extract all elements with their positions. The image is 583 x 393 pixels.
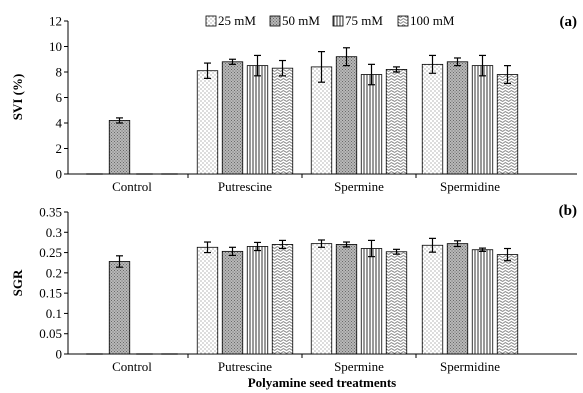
legend-label-100mm: 100 mM [410,13,455,28]
panel-b-tag: (b) [559,203,577,219]
legend: 25 mM 50 mM 75 mM 100 mM [205,13,455,28]
category-label-spermidine: Spermidine [440,179,500,194]
panel-b-error-bars [116,237,511,268]
bar-spermidine-100mm [496,74,519,175]
bar-spermidine-75mm [471,65,494,175]
bar-spermine-50mm [335,244,358,355]
legend-label-50mm: 50 mM [282,13,320,28]
bar-spermine-75mm [360,74,383,175]
y-tick-label: 6 [56,90,63,105]
panel-a-error-bars [116,47,511,124]
bar-spermidine-50mm [446,61,469,175]
category-label-control: Control [112,179,152,194]
legend-label-75mm: 75 mM [345,13,383,28]
y-tick-label: 0.05 [39,326,62,341]
category-label-spermine: Spermine [334,359,384,374]
panel-a-tag: (a) [560,14,578,30]
panel-a-y-axis-title: SVI (%) [10,74,25,121]
legend-swatch-50mm [269,15,281,27]
category-label-putrescine: Putrescine [218,359,272,374]
y-tick-label: 0.2 [46,265,62,280]
bar-putrescine-50mm [221,250,244,355]
legend-swatch-25mm [205,15,217,27]
legend-swatch-75mm [332,15,344,27]
panel-b-bars [86,243,519,355]
panel-a: 0 2 4 6 8 10 12 Control Putrescine Spermine Sperm… [10,13,577,194]
y-tick-label: 0.15 [39,286,62,301]
bar-putrescine-75mm [246,65,269,175]
bar-spermidine-25mm [421,63,444,175]
category-label-spermidine: Spermidine [440,359,500,374]
bar-spermidine-50mm [446,243,469,355]
bar-spermidine-25mm [421,244,444,355]
bar-spermine-50mm [335,56,358,175]
y-tick-label: 8 [56,65,63,80]
bar-putrescine-25mm [196,246,219,355]
bar-spermidine-75mm [471,249,494,355]
y-tick-label: 0.1 [46,306,62,321]
y-tick-label: 2 [56,141,63,156]
y-tick-label: 0 [56,167,63,182]
legend-label-25mm: 25 mM [218,13,256,28]
y-tick-label: 0 [56,347,63,362]
bar-spermine-100mm [385,251,408,355]
panel-a-category-labels: Control Putrescine Spermine Spermidine [112,174,500,194]
bar-putrescine-75mm [246,246,269,355]
bar-control-50mm [108,261,131,355]
y-tick-label: 0.3 [46,225,62,240]
y-tick-label: 0.25 [39,245,62,260]
panel-b-y-ticks: 0 0.05 0.1 0.15 0.2 0.25 0.3 0.35 [39,205,68,362]
bar-spermine-75mm [360,248,383,355]
bar-spermine-100mm [385,69,408,175]
y-tick-label: 10 [49,39,62,54]
panel-b-category-labels: Control Putrescine Spermine Spermidine [112,354,500,374]
bar-spermine-25mm [310,66,333,175]
x-axis-title: Polyamine seed treatments [248,375,397,390]
bar-spermidine-100mm [496,254,519,355]
bar-control-50mm [108,120,131,175]
bar-putrescine-100mm [271,67,294,175]
category-label-control: Control [112,359,152,374]
y-tick-label: 4 [56,116,63,131]
category-label-spermine: Spermine [334,179,384,194]
panel-b-y-axis-title: SGR [10,269,25,296]
legend-swatch-100mm [397,15,409,27]
bar-putrescine-50mm [221,61,244,175]
y-tick-label: 0.35 [39,205,62,220]
panel-a-y-ticks: 0 2 4 6 8 10 12 [49,14,68,182]
panel-b: 0 0.05 0.1 0.15 0.2 0.25 0.3 0.35 Control Putres… [10,203,577,390]
y-tick-label: 12 [49,14,62,29]
category-label-putrescine: Putrescine [218,179,272,194]
bar-spermine-25mm [310,243,333,355]
bar-putrescine-25mm [196,70,219,175]
panel-a-bars [86,56,519,175]
bar-putrescine-100mm [271,244,294,355]
